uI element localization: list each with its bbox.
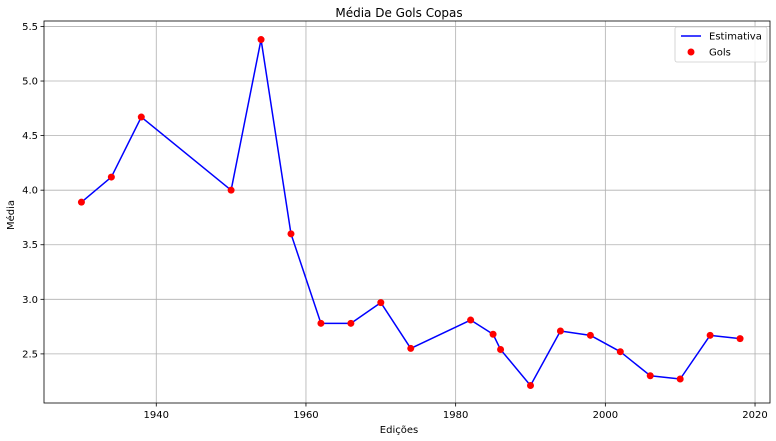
gols-data-point <box>287 230 295 238</box>
gols-data-point <box>706 331 714 339</box>
gols-data-point <box>616 348 624 356</box>
gols-data-point <box>137 113 145 121</box>
x-tick-label: 2000 <box>593 410 618 421</box>
x-axis-title: Edições <box>380 425 418 436</box>
y-tick-label: 3.5 <box>22 240 38 251</box>
x-tick-label: 2020 <box>742 410 767 421</box>
gols-data-point <box>556 327 564 335</box>
gols-data-point <box>107 173 115 181</box>
x-tick-label: 1940 <box>144 410 169 421</box>
legend: Estimativa Gols <box>674 26 768 63</box>
axis-ticks: 1940 1960 1980 2000 2020 2.5 3.0 3.5 4.0 4.5 5.0 5.… <box>22 22 768 421</box>
gols-data-point <box>676 375 684 383</box>
gols-points-layer <box>77 36 744 390</box>
gols-data-point <box>77 198 85 206</box>
y-tick-label: 5.5 <box>22 22 38 33</box>
gols-data-point <box>489 330 497 338</box>
y-axis-title: Média <box>5 200 17 230</box>
y-tick-label: 2.5 <box>22 349 38 360</box>
gols-data-point <box>526 382 534 390</box>
gols-data-point <box>407 344 415 352</box>
gols-data-point <box>467 316 475 324</box>
y-tick-label: 4.5 <box>22 131 38 142</box>
gols-data-point <box>347 319 355 327</box>
x-tick-label: 1980 <box>443 410 468 421</box>
legend-label-gols: Gols <box>709 48 731 59</box>
gols-data-point <box>497 346 505 354</box>
estimativa-line-layer <box>80 38 741 387</box>
gols-data-point <box>257 36 265 44</box>
estimativa-series-line <box>80 38 741 387</box>
y-tick-label: 4.0 <box>22 186 38 197</box>
gols-data-point <box>377 299 385 307</box>
y-tick-label: 3.0 <box>22 295 38 306</box>
gols-data-point <box>317 319 325 327</box>
y-tick-label: 5.0 <box>22 77 38 88</box>
legend-marker-swatch <box>687 48 695 56</box>
grid <box>44 21 770 403</box>
gols-data-point <box>586 331 594 339</box>
gols-data-point <box>646 372 654 380</box>
x-tick-label: 1960 <box>293 410 318 421</box>
gols-data-point <box>227 186 235 194</box>
plot-area-frame <box>43 20 771 404</box>
legend-label-estimativa: Estimativa <box>709 32 762 43</box>
gols-data-point <box>736 335 744 343</box>
chart-title: Média De Gols Copas <box>335 6 462 20</box>
